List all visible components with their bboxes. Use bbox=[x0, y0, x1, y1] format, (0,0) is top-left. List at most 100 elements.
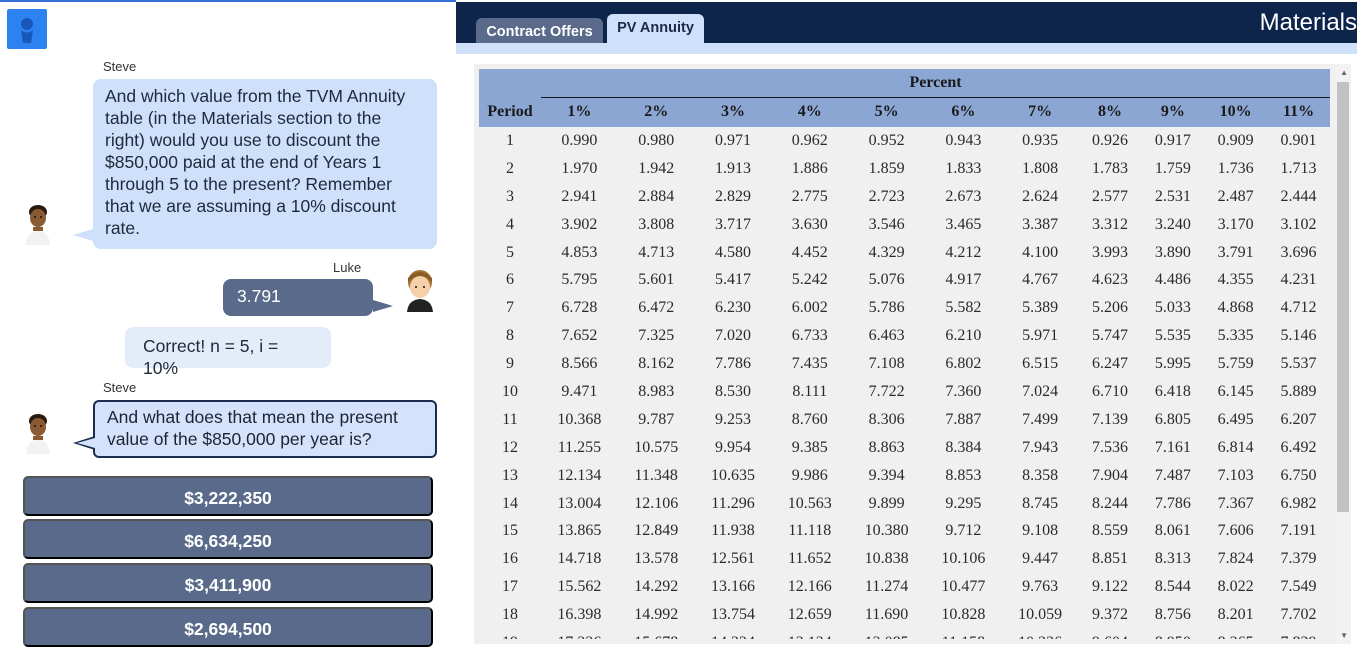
scroll-up-arrow-icon[interactable]: ▲ bbox=[1340, 68, 1348, 77]
factor-cell: 5.786 bbox=[848, 294, 925, 323]
rate-column-header: 7% bbox=[1001, 97, 1079, 127]
factor-cell: 0.971 bbox=[694, 127, 772, 155]
factor-cell: 8.950 bbox=[1141, 629, 1205, 639]
rate-column-header: 4% bbox=[771, 97, 849, 127]
factor-cell: 8.853 bbox=[924, 461, 1002, 490]
table-row: 1 0.990 0.980 0.971 0.962 0.952 0.943 0.935 0.92… bbox=[479, 127, 1330, 155]
scroll-down-arrow-icon[interactable]: ▼ bbox=[1340, 631, 1348, 640]
factor-cell: 2.673 bbox=[924, 182, 1002, 211]
factor-cell: 2.723 bbox=[848, 182, 925, 211]
factor-cell: 6.805 bbox=[1141, 405, 1205, 434]
tab-pv-annuity[interactable]: PV Annuity bbox=[607, 14, 704, 44]
table-row: 2 1.970 1.942 1.913 1.886 1.859 1.833 1.808 1.78… bbox=[479, 154, 1330, 183]
factor-cell: 5.889 bbox=[1267, 378, 1330, 406]
factor-cell: 7.108 bbox=[848, 350, 925, 379]
factor-cell: 1.913 bbox=[694, 154, 772, 183]
steve-face-icon-2 bbox=[24, 412, 52, 459]
user-avatar-icon[interactable] bbox=[7, 9, 47, 49]
factor-cell: 6.418 bbox=[1141, 378, 1205, 406]
choice-button-2[interactable]: $6,634,250 bbox=[23, 519, 433, 559]
table-scrollbar[interactable]: ▲ ▼ bbox=[1335, 64, 1351, 644]
factor-cell: 7.786 bbox=[694, 350, 772, 379]
factor-cell: 9.295 bbox=[924, 489, 1002, 518]
period-cell: 16 bbox=[479, 545, 541, 574]
factor-cell: 1.942 bbox=[617, 154, 695, 183]
factor-cell: 8.745 bbox=[1001, 489, 1079, 518]
choice-button-1[interactable]: $3,222,350 bbox=[23, 476, 433, 516]
factor-cell: 3.791 bbox=[1204, 238, 1268, 267]
choice-button-3[interactable]: $3,411,900 bbox=[23, 563, 433, 603]
period-cell: 11 bbox=[479, 405, 541, 434]
table-row: 5 4.853 4.713 4.580 4.452 4.329 4.212 4.100 3.99… bbox=[479, 238, 1330, 267]
factor-cell: 8.201 bbox=[1204, 601, 1268, 630]
factor-cell: 1.759 bbox=[1141, 154, 1205, 183]
factor-cell: 14.292 bbox=[617, 573, 695, 602]
choice-button-4[interactable]: $2,694,500 bbox=[23, 607, 433, 647]
factor-cell: 0.943 bbox=[924, 127, 1002, 155]
table-body: 1 0.990 0.980 0.971 0.962 0.952 0.943 0.935 0.92… bbox=[479, 127, 1330, 639]
factor-cell: 5.995 bbox=[1141, 350, 1205, 379]
factor-cell: 2.531 bbox=[1141, 182, 1205, 211]
factor-cell: 11.652 bbox=[771, 545, 849, 574]
factor-cell: 8.566 bbox=[541, 350, 618, 379]
factor-cell: 10.575 bbox=[617, 433, 695, 462]
factor-cell: 2.487 bbox=[1204, 182, 1268, 211]
steve-message-bubble: And which value from the TVM Annuity tab… bbox=[73, 79, 437, 249]
table-row: 17 15.562 14.292 13.166 12.166 11.274 10.477 9.… bbox=[479, 573, 1330, 602]
factor-cell: 9.787 bbox=[617, 405, 695, 434]
factor-cell: 0.917 bbox=[1141, 127, 1205, 155]
factor-cell: 3.993 bbox=[1078, 238, 1142, 267]
factor-cell: 9.899 bbox=[848, 489, 925, 518]
period-cell: 19 bbox=[479, 629, 541, 639]
steve-question-bubble: And what does that mean the present valu… bbox=[73, 400, 437, 458]
factor-cell: 10.380 bbox=[848, 517, 925, 546]
factor-cell: 7.824 bbox=[1204, 545, 1268, 574]
factor-cell: 12.561 bbox=[694, 545, 772, 574]
factor-cell: 10.059 bbox=[1001, 601, 1079, 630]
factor-cell: 6.145 bbox=[1204, 378, 1268, 406]
factor-cell: 1.970 bbox=[541, 154, 618, 183]
factor-cell: 6.710 bbox=[1078, 378, 1142, 406]
factor-cell: 9.447 bbox=[1001, 545, 1079, 574]
factor-cell: 14.718 bbox=[541, 545, 618, 574]
luke-message-text: 3.791 bbox=[237, 286, 281, 306]
factor-cell: 3.102 bbox=[1267, 210, 1330, 239]
factor-cell: 4.100 bbox=[1001, 238, 1079, 267]
table-row: 14 13.004 12.106 11.296 10.563 9.899 9.295 8.74… bbox=[479, 489, 1330, 518]
factor-cell: 7.702 bbox=[1267, 601, 1330, 630]
luke-speaker-name: Luke bbox=[333, 260, 362, 275]
factor-cell: 7.367 bbox=[1204, 489, 1268, 518]
scrollbar-thumb[interactable] bbox=[1337, 82, 1349, 512]
factor-cell: 6.207 bbox=[1267, 405, 1330, 434]
factor-cell: 8.313 bbox=[1141, 545, 1205, 574]
factor-cell: 6.002 bbox=[771, 294, 849, 323]
factor-cell: 3.465 bbox=[924, 210, 1002, 239]
factor-cell: 14.324 bbox=[694, 629, 772, 639]
factor-cell: 6.814 bbox=[1204, 433, 1268, 462]
factor-cell: 7.487 bbox=[1141, 461, 1205, 490]
factor-cell: 7.536 bbox=[1078, 433, 1142, 462]
period-cell: 17 bbox=[479, 573, 541, 602]
factor-cell: 12.659 bbox=[771, 601, 849, 630]
factor-cell: 7.024 bbox=[1001, 378, 1079, 406]
factor-cell: 11.255 bbox=[541, 433, 618, 462]
factor-cell: 9.471 bbox=[541, 378, 618, 406]
factor-cell: 2.775 bbox=[771, 182, 849, 211]
table-corner bbox=[479, 69, 541, 97]
annuity-table-scroll-area[interactable]: Percent Period 1% 2% 3% 4% 5% 6% 7% 8% 9% 10% 11% … bbox=[479, 69, 1330, 639]
factor-cell: 7.499 bbox=[1001, 405, 1079, 434]
factor-cell: 6.750 bbox=[1267, 461, 1330, 490]
factor-cell: 9.763 bbox=[1001, 573, 1079, 602]
tab-contract-offers[interactable]: Contract Offers bbox=[476, 18, 603, 44]
factor-cell: 4.712 bbox=[1267, 294, 1330, 323]
factor-cell: 4.486 bbox=[1141, 266, 1205, 295]
period-cell: 18 bbox=[479, 601, 541, 630]
factor-cell: 1.713 bbox=[1267, 154, 1330, 183]
factor-cell: 10.635 bbox=[694, 461, 772, 490]
factor-cell: 8.384 bbox=[924, 433, 1002, 462]
period-cell: 10 bbox=[479, 378, 541, 406]
table-row: 12 11.255 10.575 9.954 9.385 8.863 8.384 7.943 7… bbox=[479, 433, 1330, 462]
factor-cell: 7.943 bbox=[1001, 433, 1079, 462]
factor-cell: 7.786 bbox=[1141, 489, 1205, 518]
rate-column-header: 8% bbox=[1078, 97, 1142, 127]
